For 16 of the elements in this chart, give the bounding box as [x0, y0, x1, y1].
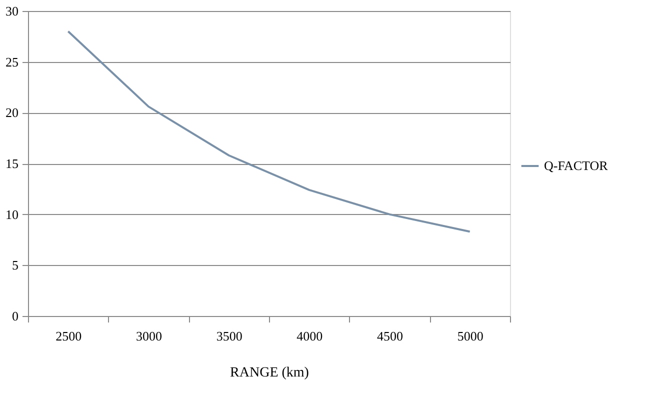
x-tick-label: 3500 — [216, 328, 242, 344]
x-tick-label: 4500 — [377, 328, 403, 344]
y-tick-label: 30 — [6, 4, 18, 18]
legend-label: Q-FACTOR — [544, 158, 608, 173]
x-tick-label: 2500 — [56, 328, 82, 344]
y-tick-label: 25 — [6, 54, 18, 70]
y-tick-label: 5 — [12, 258, 18, 273]
y-tick-label: 20 — [6, 105, 18, 120]
y-tick-label: 10 — [6, 206, 18, 222]
line-series — [67, 30, 471, 233]
x-tick-label: 3000 — [136, 328, 162, 344]
x-tick-label: 4000 — [296, 328, 323, 344]
x-tick-label: 5000 — [457, 328, 484, 344]
y-tick-label: 0 — [12, 308, 18, 324]
y-tick-label: 15 — [6, 156, 18, 171]
x-axis-title: RANGE (km) — [230, 366, 310, 380]
